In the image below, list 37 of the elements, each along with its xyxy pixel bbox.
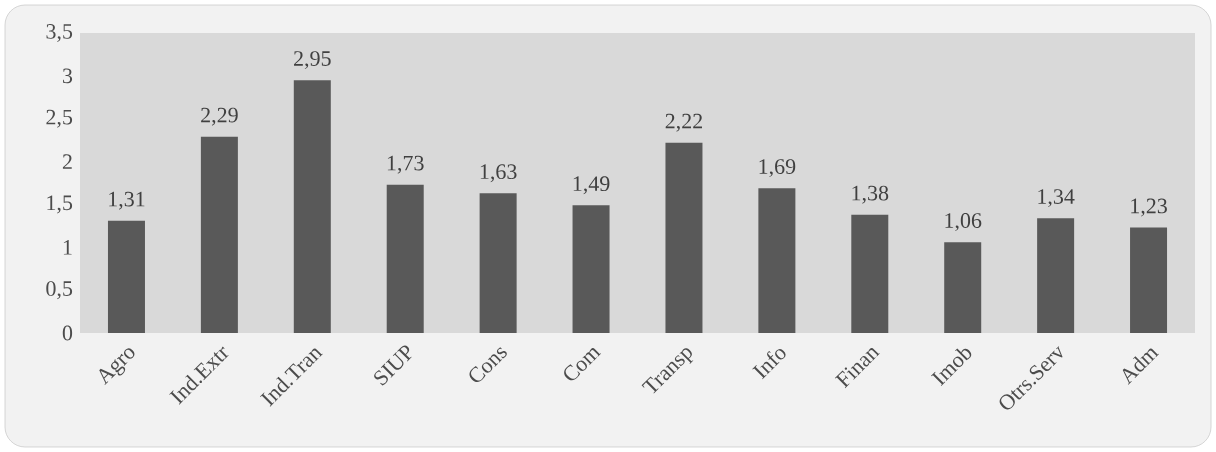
bar	[944, 242, 982, 333]
data-label: 2,22	[665, 113, 702, 132]
bar	[1130, 227, 1168, 333]
x-tick-label: Info	[752, 348, 786, 380]
data-label: 1,34	[1038, 189, 1075, 208]
data-label: 2,95	[294, 51, 331, 70]
bar	[758, 188, 796, 333]
data-label: 1,06	[945, 213, 982, 232]
bar	[386, 184, 424, 333]
y-tick-label: 2,5	[46, 109, 73, 128]
bar	[851, 214, 889, 333]
x-tick-label: Adm	[1122, 348, 1160, 385]
bar	[107, 220, 145, 333]
y-tick-label: 0	[62, 325, 73, 341]
data-label: 1,73	[387, 155, 424, 174]
data-label: 1,23	[1131, 198, 1167, 217]
data-label: 1,63	[480, 164, 517, 183]
y-tick-label: 3,5	[46, 24, 73, 42]
x-tick-label: Agro	[99, 348, 135, 386]
data-label: 2,29	[201, 107, 238, 126]
y-tick-label: 1	[63, 240, 72, 255]
data-label: 1,38	[852, 185, 889, 204]
bar	[479, 193, 517, 333]
bar	[1037, 218, 1075, 333]
x-tick-label: Cons	[469, 347, 507, 383]
bar	[293, 80, 331, 333]
data-label: 1,31	[109, 191, 145, 210]
bar	[572, 205, 610, 333]
x-tick-label: Com	[564, 348, 602, 381]
y-tick-label: 2	[62, 154, 72, 169]
data-label: 1,49	[573, 176, 610, 195]
y-tick-label: 0,5	[46, 281, 73, 300]
bar	[200, 136, 238, 333]
y-tick-label: 3	[63, 68, 73, 84]
bar	[665, 142, 703, 333]
y-tick-label: 1,5	[47, 195, 73, 214]
data-label: 1,69	[759, 159, 796, 178]
